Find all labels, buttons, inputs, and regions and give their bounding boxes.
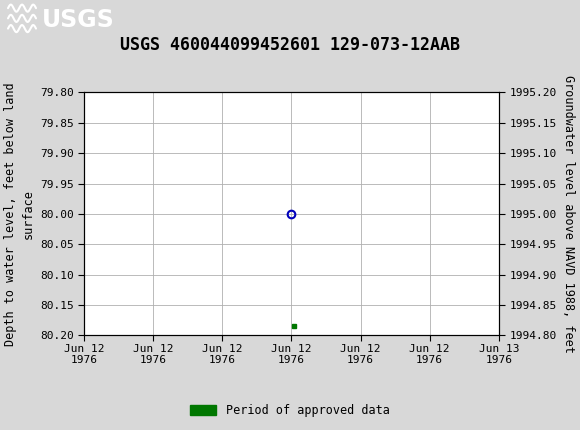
Text: USGS 460044099452601 129-073-12AAB: USGS 460044099452601 129-073-12AAB (120, 36, 460, 54)
Text: USGS: USGS (42, 9, 115, 32)
Y-axis label: Groundwater level above NAVD 1988, feet: Groundwater level above NAVD 1988, feet (562, 75, 575, 353)
Legend: Period of approved data: Period of approved data (186, 399, 394, 422)
Y-axis label: Depth to water level, feet below land
surface: Depth to water level, feet below land su… (5, 82, 34, 346)
